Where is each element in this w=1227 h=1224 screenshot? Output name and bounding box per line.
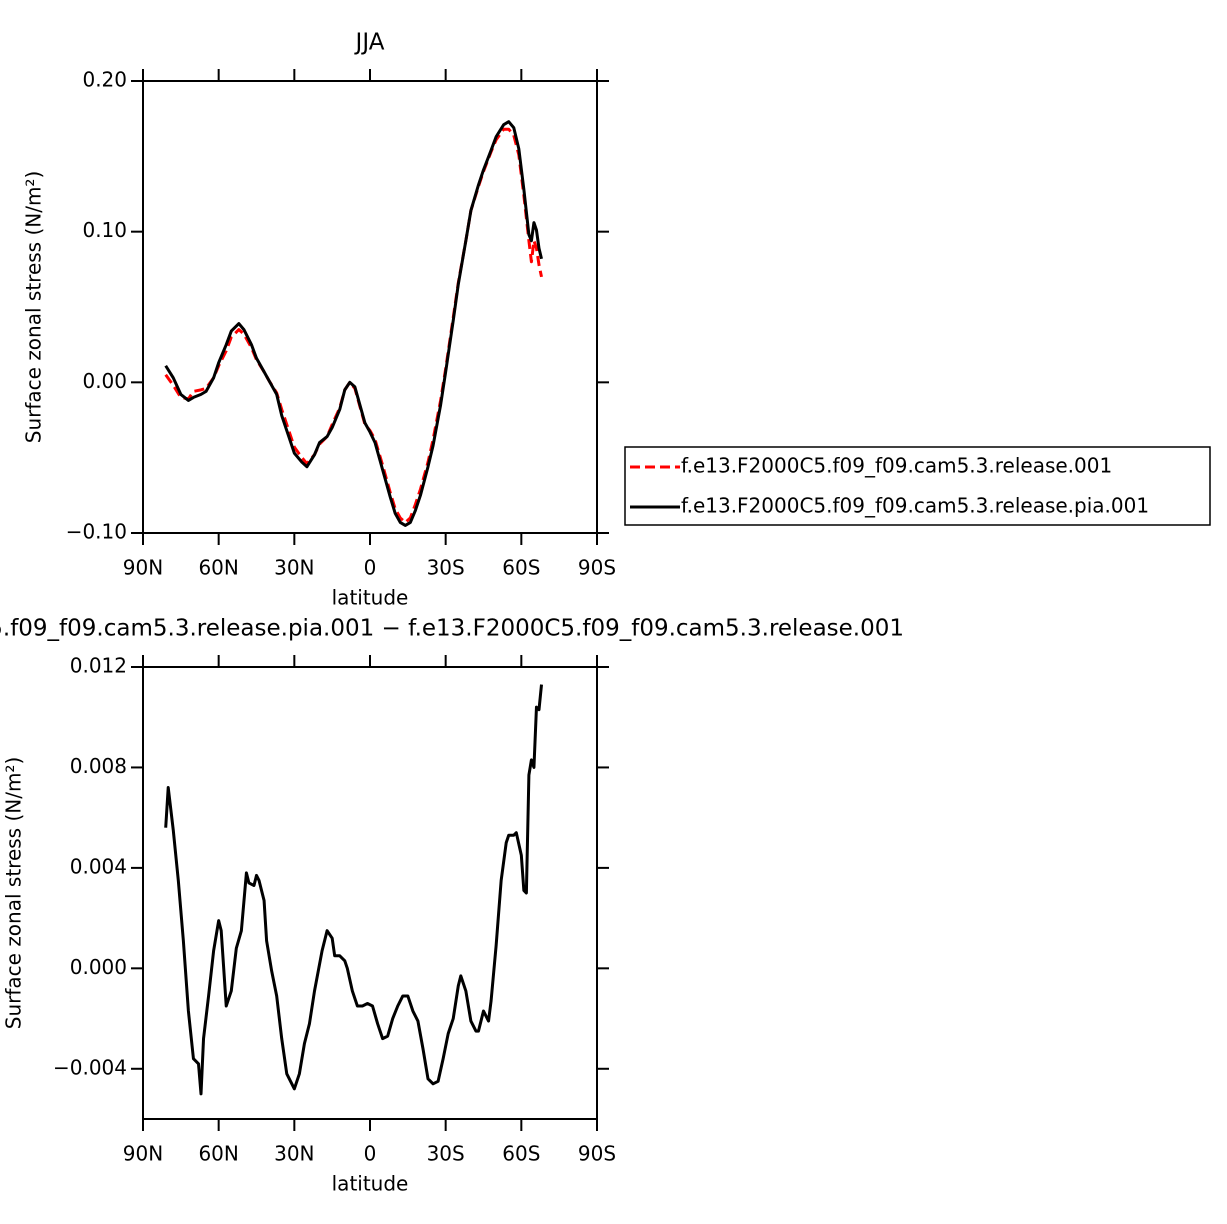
legend-label: f.e13.F2000C5.f09_f09.cam5.3.release.pia… [681,494,1149,518]
x-axis-label: latitude [332,586,409,610]
plot-frame [142,666,598,1120]
series-line [164,120,543,527]
x-tick-label: 60N [198,1142,238,1166]
x-tick-label: 90N [123,1142,163,1166]
y-tick-label: 0.10 [82,218,127,242]
y-axis-label: Surface zonal stress (N/m²) [22,171,46,443]
x-tick-label: 30S [427,556,465,580]
y-tick-label: −0.004 [53,1055,127,1079]
x-tick-label: 90S [578,556,616,580]
y-tick-label: 0.012 [70,654,127,678]
y-tick-label: 0.008 [70,754,127,778]
x-tick-label: 30N [274,556,314,580]
y-axis-label: Surface zonal stress (N/m²) [2,757,26,1029]
x-tick-label: 60N [198,556,238,580]
x-tick-label: 60S [502,1142,540,1166]
chart-title: f.e13.F2000C5.f09_f09.cam5.3.release.pia… [0,616,904,642]
x-axis-label: latitude [332,1172,409,1196]
x-tick-label: 90S [578,1142,616,1166]
legend-box [624,446,1211,526]
y-tick-label: 0.004 [70,854,127,878]
series-line [164,684,544,1096]
x-tick-label: 30S [427,1142,465,1166]
x-tick-label: 30N [274,1142,314,1166]
x-tick-label: 0 [364,1142,377,1166]
y-tick-label: 0.000 [70,955,127,979]
y-tick-label: −0.10 [66,520,127,544]
plot-frame [142,80,598,534]
y-tick-label: 0.20 [82,68,127,92]
series-line [164,127,543,524]
x-tick-label: 0 [364,556,377,580]
y-tick-label: 0.00 [82,369,127,393]
chart-title: JJA [354,30,385,56]
x-tick-label: 60S [502,556,540,580]
legend-label: f.e13.F2000C5.f09_f09.cam5.3.release.001 [681,454,1112,478]
x-tick-label: 90N [123,556,163,580]
